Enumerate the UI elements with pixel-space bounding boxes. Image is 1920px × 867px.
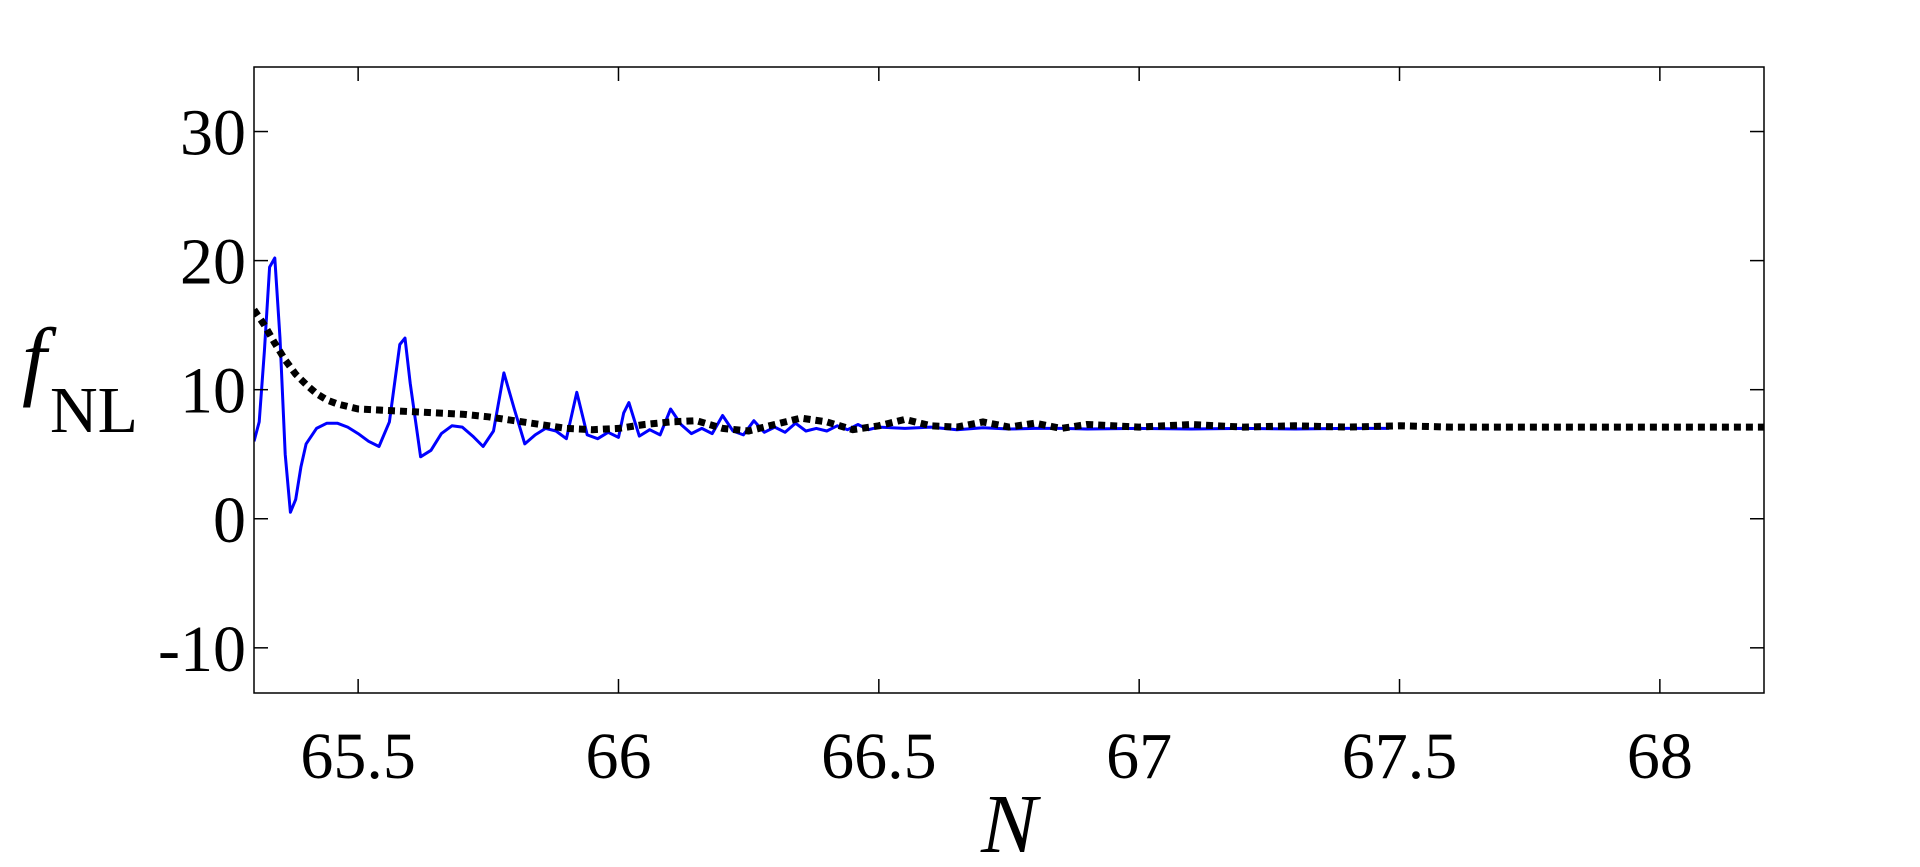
x-tick-label: 67 — [1106, 720, 1172, 793]
y-axis-label-sub: NL — [50, 374, 138, 447]
x-tick-label: 66 — [585, 720, 651, 793]
y-tick-label: 20 — [180, 226, 246, 299]
y-tick-label: 0 — [213, 484, 246, 557]
plot-frame — [253, 66, 1765, 694]
y-axis-label: f NL — [22, 312, 138, 447]
y-tick-label: -10 — [158, 613, 246, 686]
x-tick-label: 68 — [1627, 720, 1693, 793]
series-line-blue — [254, 256, 1390, 514]
x-tick-label: 65.5 — [300, 720, 416, 793]
x-tick-label: 67.5 — [1342, 720, 1458, 793]
x-axis-label: N — [980, 778, 1041, 867]
y-tick-label: 30 — [180, 97, 246, 170]
series-layer — [254, 256, 1764, 514]
y-tick-label: 10 — [180, 355, 246, 428]
tick-layer: 65.5 66 66.5 67 67.5 68 -10 0 10 20 30 — [158, 67, 1764, 793]
series-line-black-dotted — [254, 307, 1764, 435]
plot-background — [254, 67, 1764, 693]
x-tick-label: 66.5 — [821, 720, 937, 793]
